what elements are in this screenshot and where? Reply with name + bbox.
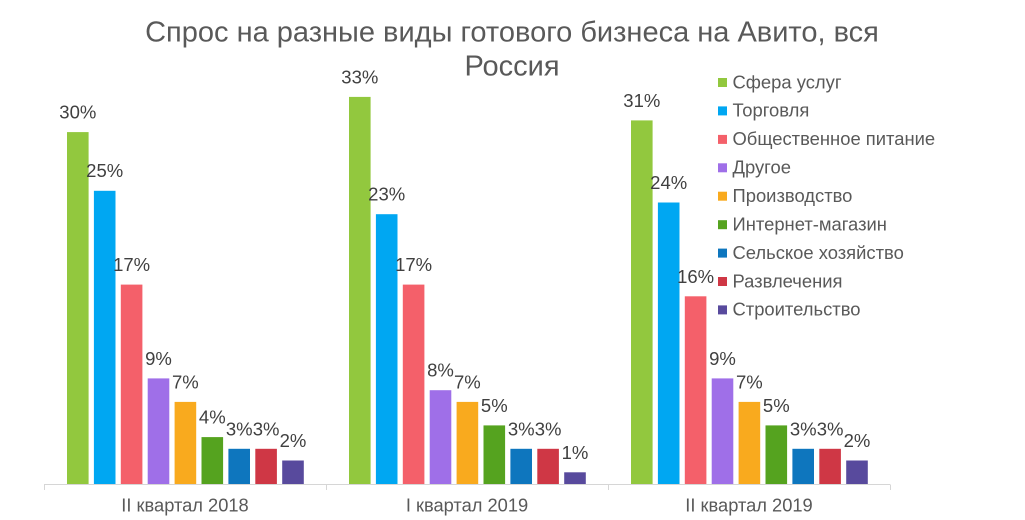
svg-text:31%: 31%	[623, 90, 660, 111]
svg-text:3%: 3%	[508, 418, 535, 439]
svg-text:5%: 5%	[481, 395, 508, 416]
svg-text:Россия: Россия	[464, 51, 559, 83]
svg-text:33%: 33%	[341, 66, 378, 87]
svg-text:5%: 5%	[763, 395, 790, 416]
svg-text:Сфера услуг: Сфера услуг	[733, 71, 842, 92]
svg-text:8%: 8%	[427, 360, 454, 381]
svg-text:23%: 23%	[368, 184, 405, 205]
svg-text:1%: 1%	[562, 442, 589, 463]
svg-text:Строительство: Строительство	[733, 299, 861, 320]
svg-text:I квартал 2019: I квартал 2019	[406, 495, 528, 516]
svg-text:Общественное питание: Общественное питание	[733, 128, 936, 149]
svg-text:Развлечения: Развлечения	[733, 270, 843, 291]
svg-text:3%: 3%	[226, 418, 253, 439]
svg-text:4%: 4%	[199, 407, 226, 428]
svg-text:30%: 30%	[59, 102, 96, 123]
svg-text:II квартал 2018: II квартал 2018	[121, 495, 248, 516]
svg-text:17%: 17%	[395, 254, 432, 275]
svg-text:2%: 2%	[280, 430, 307, 451]
svg-text:3%: 3%	[253, 418, 280, 439]
svg-text:Сельское хозяйство: Сельское хозяйство	[733, 242, 904, 263]
svg-text:2%: 2%	[844, 430, 871, 451]
svg-text:7%: 7%	[454, 371, 481, 392]
svg-text:Интернет-магазин: Интернет-магазин	[733, 214, 887, 235]
svg-text:7%: 7%	[736, 371, 763, 392]
svg-text:24%: 24%	[650, 172, 687, 193]
svg-text:3%: 3%	[535, 418, 562, 439]
svg-text:Торговля: Торговля	[733, 100, 810, 121]
svg-text:3%: 3%	[790, 418, 817, 439]
svg-text:Спрос на разные виды готового: Спрос на разные виды готового бизнеса на…	[145, 17, 879, 49]
svg-text:9%: 9%	[145, 348, 172, 369]
svg-text:3%: 3%	[817, 418, 844, 439]
svg-text:Другое: Другое	[733, 157, 791, 178]
svg-text:II квартал 2019: II квартал 2019	[685, 495, 812, 516]
svg-text:25%: 25%	[86, 160, 123, 181]
svg-text:Производство: Производство	[733, 185, 853, 206]
svg-text:16%: 16%	[677, 266, 714, 287]
svg-text:7%: 7%	[172, 371, 199, 392]
svg-text:9%: 9%	[709, 348, 736, 369]
svg-text:17%: 17%	[113, 254, 150, 275]
